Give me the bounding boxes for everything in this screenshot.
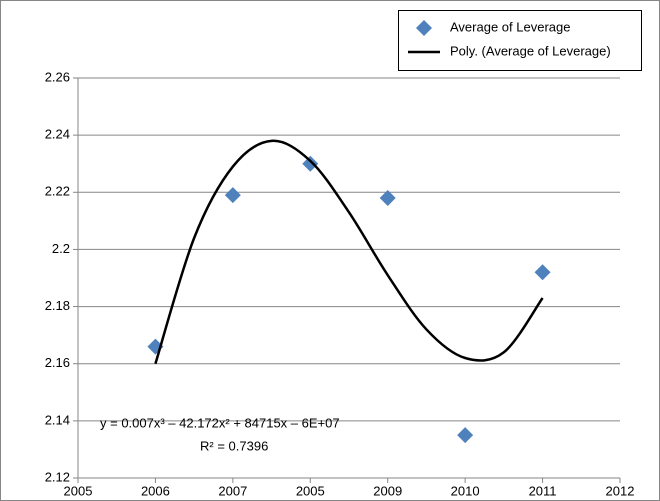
data-point	[224, 187, 241, 204]
trendline-equation: y = 0.007x³ – 42.172x² + 84715x – 6E+07	[100, 415, 340, 430]
x-tick-label: 2005	[64, 483, 93, 498]
legend-label: Poly. (Average of Leverage)	[450, 43, 611, 58]
x-tick-label: 2011	[529, 483, 557, 498]
y-tick-label: 2.14	[45, 412, 70, 427]
x-tick-label: 2007	[218, 483, 247, 498]
y-tick-label: 2.26	[45, 69, 70, 84]
x-tick-label: 2009	[373, 483, 402, 498]
y-tick-label: 2.2	[52, 241, 70, 256]
data-point	[457, 427, 474, 444]
y-tick-label: 2.12	[45, 469, 70, 484]
data-point	[302, 155, 319, 172]
data-point	[534, 264, 551, 281]
legend: Average of Leverage Poly. (Average of Lev…	[398, 10, 642, 71]
legend-swatch	[416, 20, 432, 36]
y-tick-label: 2.22	[45, 184, 70, 199]
x-tick-label: 2006	[141, 483, 170, 498]
r-squared: R² = 0.7396	[200, 438, 268, 453]
y-tick-label: 2.16	[45, 355, 70, 370]
x-tick-label: 2010	[451, 483, 480, 498]
y-tick-label: 2.18	[45, 298, 70, 313]
x-tick-label: 2005	[296, 483, 325, 498]
legend-box	[398, 10, 642, 71]
x-tick-label: 2012	[606, 483, 635, 498]
data-point	[379, 190, 396, 206]
y-tick-label: 2.24	[45, 127, 70, 142]
trendline	[154, 139, 544, 365]
legend-label: Average of Leverage	[450, 19, 570, 34]
